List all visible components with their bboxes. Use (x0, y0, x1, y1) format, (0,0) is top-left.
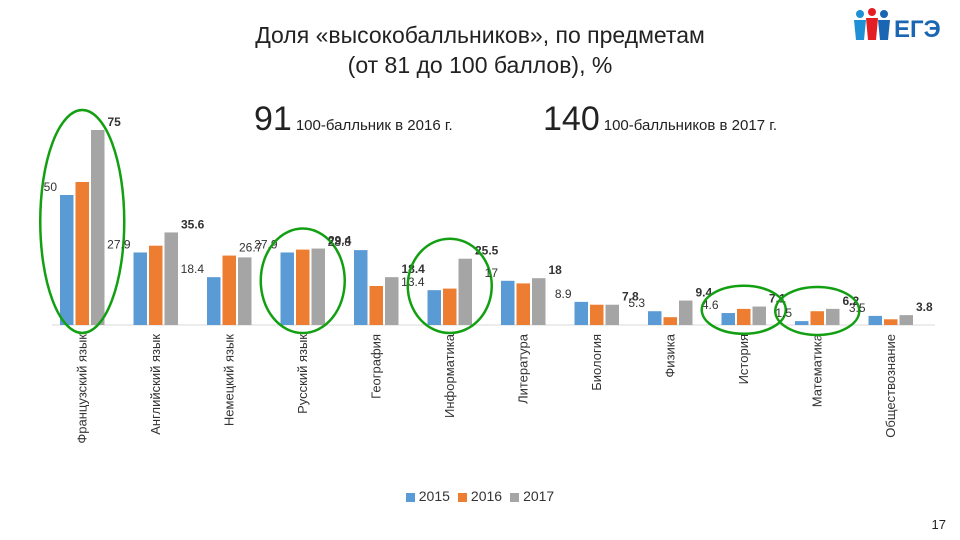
chart-legend: 2015 2016 2017 (0, 488, 960, 504)
bar-2015-7 (501, 280, 515, 325)
bar-2015-9 (648, 311, 662, 325)
data-label-12-1: 3.5 (849, 301, 866, 315)
category-label-9: Физика (662, 333, 677, 377)
data-label-2-1: 27.9 (107, 237, 131, 251)
legend-item-2015: 2015 (405, 488, 450, 504)
category-label-1: Французский язык (74, 334, 89, 444)
bar-2017-10 (752, 306, 766, 325)
category-label-10: История (736, 334, 751, 384)
bar-2016-10 (737, 308, 751, 325)
category-label-11: Математика (809, 333, 824, 407)
bar-2015-1 (60, 195, 74, 325)
bar-2017-8 (605, 304, 619, 325)
data-label-11-2: 6.2 (843, 294, 860, 308)
bar-2016-1 (75, 182, 89, 325)
bar-2015-6 (427, 290, 441, 325)
bar-2017-9 (679, 300, 693, 325)
data-label-7-2: 18 (549, 263, 563, 277)
category-label-3: Немецкий язык (221, 334, 236, 426)
bar-2015-11 (795, 321, 809, 325)
title-line-1: Доля «высокобалльников», по предметам (255, 22, 705, 48)
legend-swatch-2015 (405, 492, 415, 502)
bar-2015-4 (280, 252, 294, 325)
highlight-ellipse-6 (406, 237, 493, 335)
category-label-8: Биология (589, 334, 604, 391)
bar-2017-11 (826, 308, 840, 325)
legend-swatch-2017 (510, 492, 520, 502)
bar-2016-9 (663, 317, 677, 325)
bar-2016-6 (443, 288, 457, 325)
data-label-9-1: 5.3 (628, 296, 645, 310)
bar-2016-3 (222, 255, 236, 325)
highlight-ellipse-10 (700, 284, 787, 336)
legend-item-2016: 2016 (457, 488, 503, 504)
data-label-1-2: 50 (44, 180, 58, 194)
legend-label-2017: 2017 (523, 488, 555, 504)
data-label-10-2: 7.1 (769, 292, 786, 306)
category-label-5: География (368, 334, 383, 399)
category-label-2: Английский язык (148, 334, 163, 435)
data-label-4-1: 27.9 (254, 237, 278, 251)
data-label-11-1: 1.5 (775, 306, 792, 320)
data-label-2-2: 35.6 (181, 217, 205, 231)
bar-2016-12 (884, 319, 898, 325)
legend-label-2015: 2015 (418, 488, 450, 504)
category-label-12: Обществознание (883, 334, 898, 438)
data-label-3-2: 26.7 (239, 241, 263, 255)
bar-2015-12 (868, 315, 882, 325)
highlight-ellipse-4 (259, 227, 346, 335)
category-label-6: Информатика (442, 333, 457, 418)
legend-swatch-2016 (457, 492, 467, 502)
highlight-ellipse-11 (774, 285, 861, 337)
bar-2017-2 (164, 232, 178, 325)
chart-title: Доля «высокобалльников», по предметам (о… (140, 20, 820, 80)
bar-2017-7 (532, 278, 546, 325)
ege-logo-text: ЕГЭ (894, 16, 941, 43)
bar-2016-2 (149, 245, 163, 325)
legend-label-2016: 2016 (470, 488, 503, 504)
category-label-7: Литература (515, 333, 530, 404)
data-label-6-1: 13.4 (401, 275, 425, 289)
bar-2016-7 (516, 283, 530, 325)
stat-2017: 140 100-балльников в 2017 г. (543, 100, 777, 139)
data-label-12-2: 3.8 (916, 300, 933, 314)
stat-2016: 91 100-балльник в 2016 г. (254, 100, 453, 139)
page-number: 17 (931, 517, 946, 532)
bar-2015-10 (721, 313, 735, 325)
stat-2016-number: 91 (254, 100, 292, 138)
data-label-7-1: 17 (485, 266, 499, 280)
legend-item-2017: 2017 (510, 488, 554, 504)
bar-2015-8 (574, 301, 588, 325)
bar-2017-3 (238, 257, 252, 325)
bar-2015-3 (207, 277, 221, 325)
data-label-5-1: 28.8 (328, 235, 352, 249)
data-label-8-1: 8.9 (555, 287, 572, 301)
bar-2016-8 (590, 304, 604, 325)
bar-2016-11 (810, 311, 824, 325)
data-label-3-1: 18.4 (181, 262, 205, 276)
bar-2016-4 (296, 249, 310, 325)
data-label-5-2: 18.4 (402, 262, 426, 276)
category-label-4: Русский язык (295, 334, 310, 414)
bar-2017-5 (385, 277, 399, 325)
bar-2016-5 (369, 286, 383, 325)
title-line-2: (от 81 до 100 баллов), % (347, 52, 613, 78)
bar-2017-1 (91, 130, 105, 325)
stat-2017-text: 100-балльников в 2017 г. (603, 117, 778, 134)
bar-2017-4 (311, 248, 325, 325)
bar-2015-5 (354, 250, 368, 325)
ege-logo-icon (854, 8, 890, 40)
highlight-ellipse-1 (39, 108, 126, 335)
bar-2017-12 (899, 315, 913, 325)
stat-2017-number: 140 (543, 100, 600, 138)
data-label-1-1: 75 (108, 115, 122, 129)
data-label-8-2: 7.8 (622, 290, 639, 304)
data-label-10-1: 4.6 (702, 298, 719, 312)
bar-2015-2 (133, 252, 147, 325)
stat-2016-text: 100-балльник в 2016 г. (295, 117, 453, 134)
ege-logo: ЕГЭ (854, 8, 941, 43)
bar-2017-6 (458, 258, 472, 325)
